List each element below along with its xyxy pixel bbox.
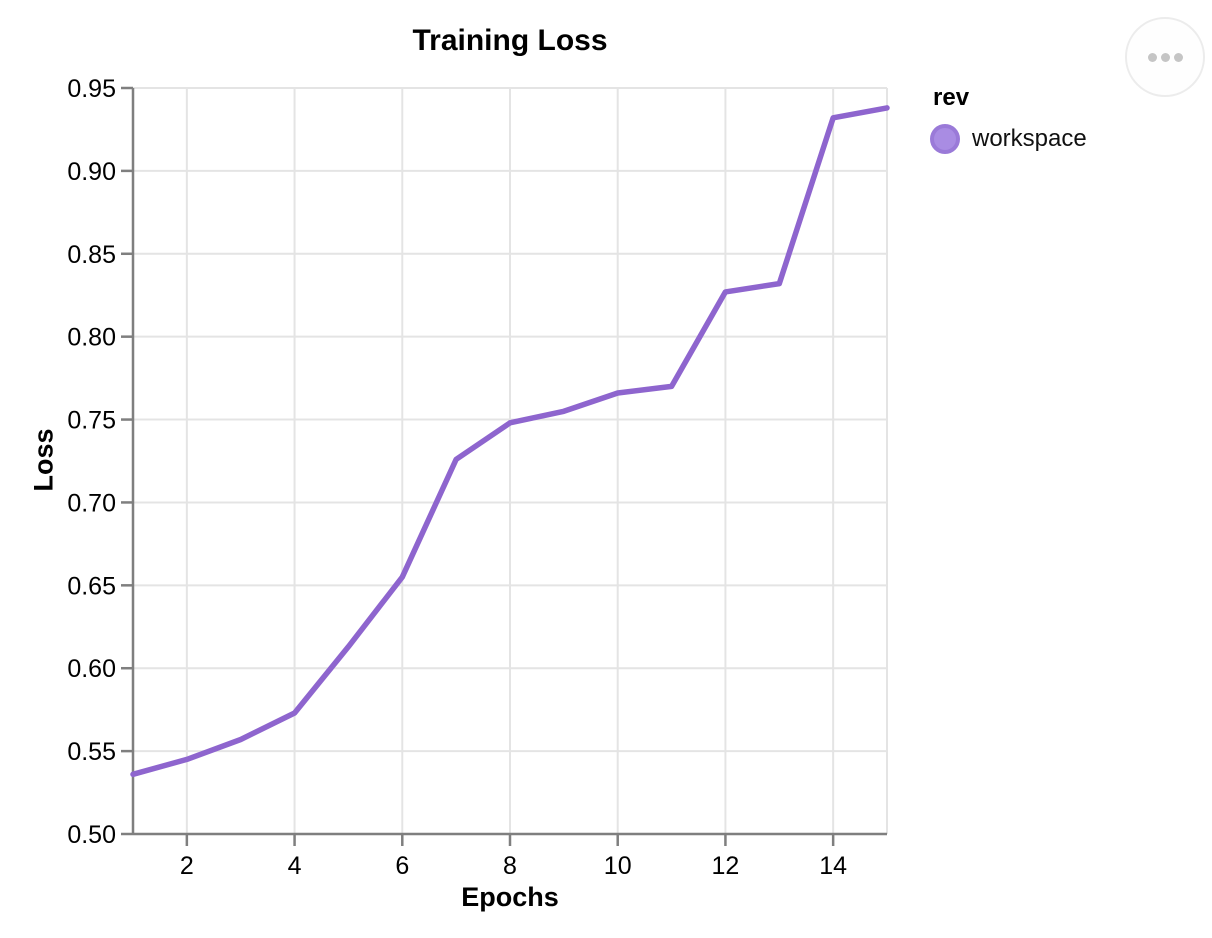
y-tick-label: 0.50 xyxy=(67,821,116,849)
y-tick-label: 0.65 xyxy=(67,572,116,600)
y-tick-label: 0.80 xyxy=(67,324,116,352)
chart-title: Training Loss xyxy=(412,24,608,57)
legend-swatch-icon xyxy=(930,124,960,154)
legend: rev workspace xyxy=(930,84,1087,154)
y-axis-label: Loss xyxy=(28,428,59,492)
x-tick-label: 14 xyxy=(819,852,847,880)
y-tick-label: 0.75 xyxy=(67,407,116,435)
series-line-workspace xyxy=(130,105,890,778)
y-tick-label: 0.85 xyxy=(67,241,116,269)
y-tick-label: 0.55 xyxy=(67,738,116,766)
x-tick-label: 4 xyxy=(288,852,302,880)
x-axis-label: Epochs xyxy=(461,882,559,912)
x-tick-label: 8 xyxy=(503,852,517,880)
y-tick-label: 0.90 xyxy=(67,158,116,186)
x-tick-label: 6 xyxy=(395,852,409,880)
x-tick-label: 2 xyxy=(180,852,194,880)
ellipsis-icon xyxy=(1147,52,1183,62)
y-tick-label: 0.60 xyxy=(67,655,116,683)
legend-item-workspace[interactable]: workspace xyxy=(930,124,1087,154)
x-tick-label: 12 xyxy=(712,852,740,880)
panel-menu-button[interactable] xyxy=(1125,17,1205,97)
y-tick-label: 0.95 xyxy=(67,75,116,103)
legend-title: rev xyxy=(933,84,970,111)
y-tick-label: 0.70 xyxy=(67,489,116,517)
x-tick-label: 10 xyxy=(604,852,632,880)
legend-item-label: workspace xyxy=(972,125,1087,152)
